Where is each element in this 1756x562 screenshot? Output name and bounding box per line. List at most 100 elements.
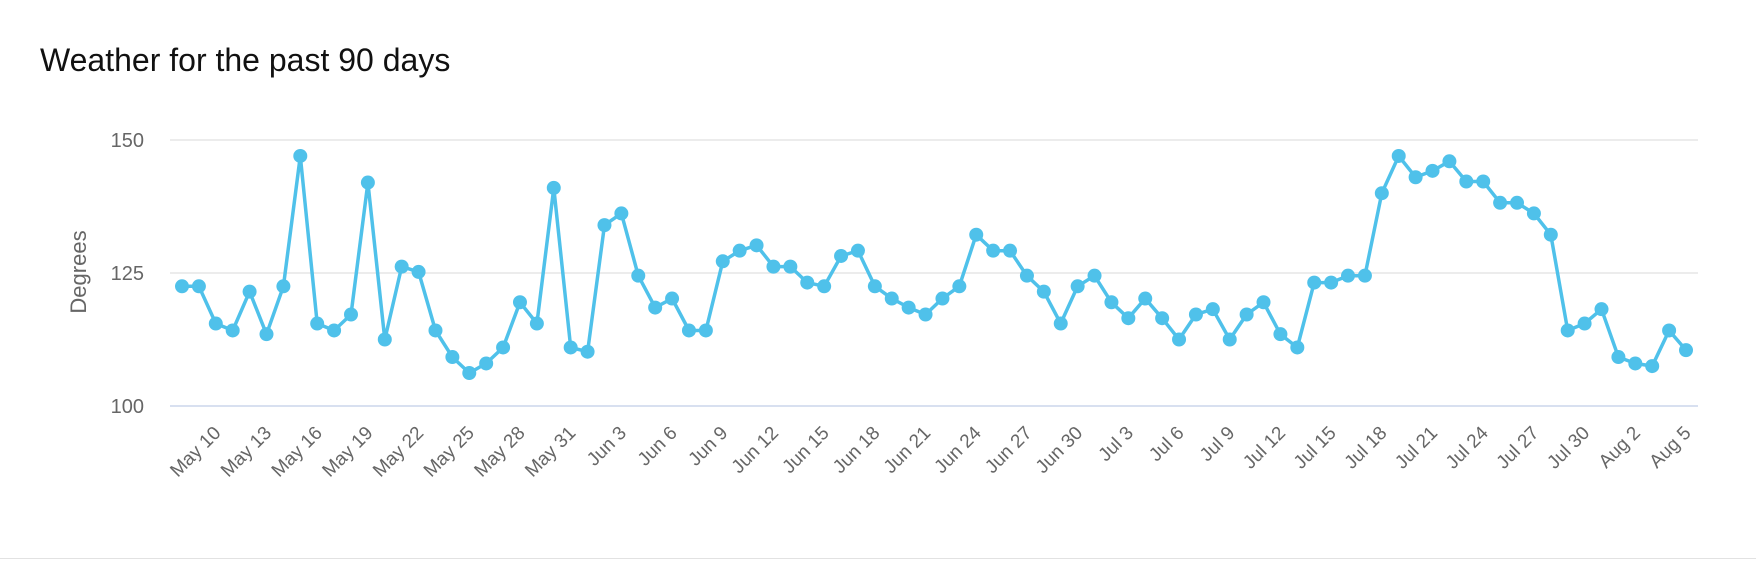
data-point[interactable] [800,275,815,290]
data-point[interactable] [1290,340,1305,355]
data-point[interactable] [1510,195,1525,210]
data-point[interactable] [867,279,882,294]
data-point[interactable] [175,279,189,294]
data-point[interactable] [935,291,950,306]
data-point[interactable] [1662,323,1677,338]
data-point[interactable] [1628,356,1643,371]
data-point[interactable] [1188,307,1203,322]
data-point[interactable] [1341,268,1356,283]
data-point[interactable] [1408,170,1423,185]
data-point[interactable] [614,206,629,221]
data-point[interactable] [766,259,781,274]
data-point[interactable] [225,323,240,338]
data-point[interactable] [327,323,342,338]
data-point[interactable] [512,295,527,310]
data-point[interactable] [1611,350,1626,365]
data-point[interactable] [698,323,713,338]
data-point[interactable] [479,356,494,371]
data-point[interactable] [783,259,798,274]
data-point[interactable] [259,327,274,342]
data-point[interactable] [834,248,849,263]
data-point[interactable] [1138,291,1153,306]
data-point[interactable] [1053,316,1068,331]
data-point[interactable] [242,284,257,299]
y-tick-label: 150 [111,130,144,152]
data-point[interactable] [817,279,832,294]
data-point[interactable] [1577,316,1592,331]
data-point[interactable] [648,300,663,315]
data-point[interactable] [293,148,308,163]
data-point[interactable] [462,366,477,381]
data-point[interactable] [1036,284,1051,299]
data-point[interactable] [732,243,747,258]
data-point[interactable] [681,323,696,338]
data-point[interactable] [1155,311,1170,326]
data-point[interactable] [1560,323,1575,338]
data-point[interactable] [411,264,426,279]
data-point[interactable] [1307,275,1322,290]
data-point[interactable] [1493,195,1508,210]
data-point[interactable] [1222,332,1237,347]
x-tick-label: Jun 12 [728,423,783,478]
data-point[interactable] [1442,154,1457,169]
data-point[interactable] [1087,268,1102,283]
data-point[interactable] [360,175,375,190]
data-point[interactable] [428,323,443,338]
x-tick-label: Jun 27 [981,423,1036,478]
data-point[interactable] [529,316,544,331]
data-point[interactable] [310,316,325,331]
data-point[interactable] [986,243,1001,258]
data-point[interactable] [1391,148,1406,163]
data-point[interactable] [580,344,595,359]
data-point[interactable] [850,243,865,258]
data-point[interactable] [343,307,358,322]
data-point[interactable] [1239,307,1254,322]
data-point[interactable] [1324,275,1339,290]
data-point[interactable] [1172,332,1187,347]
x-tick-label: Jul 18 [1341,423,1392,474]
data-point[interactable] [1003,243,1018,258]
data-point[interactable] [445,350,460,365]
data-point[interactable] [191,279,206,294]
data-point[interactable] [1205,302,1220,317]
data-points [175,148,1693,381]
data-point[interactable] [1256,295,1271,310]
data-point[interactable] [1476,174,1491,189]
data-point[interactable] [563,340,578,355]
data-point[interactable] [1543,227,1558,242]
data-point[interactable] [952,279,967,294]
data-point[interactable] [1121,311,1136,326]
data-point[interactable] [1273,327,1288,342]
data-point[interactable] [546,180,561,195]
data-point[interactable] [1357,268,1372,283]
data-point[interactable] [1070,279,1085,294]
data-point[interactable] [1374,186,1389,201]
data-point[interactable] [918,307,933,322]
x-tick-label: Jun 24 [931,422,986,477]
x-tick-label: Aug 2 [1595,423,1645,473]
data-point[interactable] [884,291,899,306]
y-tick-label: 100 [111,396,144,418]
data-point[interactable] [969,227,984,242]
data-point[interactable] [1425,163,1440,178]
data-point[interactable] [1019,268,1034,283]
data-point[interactable] [1459,174,1474,189]
data-point[interactable] [1679,343,1693,358]
data-point[interactable] [665,291,680,306]
data-point[interactable] [1526,206,1541,221]
data-point[interactable] [377,332,392,347]
data-point[interactable] [901,300,916,315]
data-point[interactable] [1104,295,1119,310]
data-point[interactable] [394,259,409,274]
data-point[interactable] [715,254,730,269]
x-tick-label: May 28 [471,423,530,482]
data-point[interactable] [749,238,764,253]
data-point[interactable] [1594,302,1609,317]
data-point[interactable] [276,279,291,294]
x-tick-label: Jun 30 [1032,423,1087,478]
data-point[interactable] [496,340,511,355]
data-point[interactable] [631,268,646,283]
data-point[interactable] [1645,359,1660,374]
data-point[interactable] [597,218,612,233]
data-point[interactable] [208,316,223,331]
